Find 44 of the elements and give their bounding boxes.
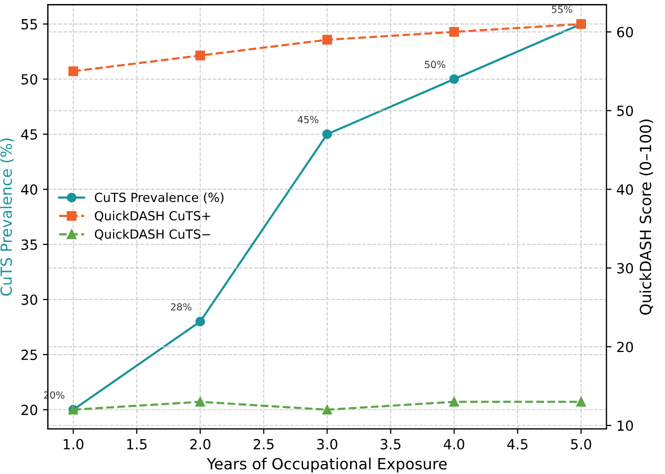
y2-tick-label: 10 [618,420,633,431]
y-tick-label: 50 [22,74,38,85]
legend-label: QuickDASH CuTS+ [94,210,210,222]
point [322,34,332,45]
x-tick-label: 4.5 [507,439,528,450]
y-tick-label: 30 [22,294,38,305]
data-label: 55% [552,6,572,14]
point [68,66,78,76]
y2-tick-label: 20 [617,342,633,352]
y-axis-title: CuTS Prevalence (%) [0,138,14,296]
point [449,74,459,84]
y-tick-label: 45 [21,129,37,140]
x-tick-label: 5.0 [571,438,592,450]
y-tick-label: 25 [22,350,37,360]
x-tick-label: 4.0 [444,438,464,450]
point [322,404,332,415]
x-axis-title: Years of Occupational Exposure [206,458,447,472]
y2-axis-title: QuickDASH Score (0–100) [639,120,654,315]
point [322,129,332,140]
y-tick-label: 40 [21,184,38,195]
data-label: 50% [424,60,446,68]
x-tick-label: 3.5 [380,438,400,450]
y2-tick-label: 60 [617,26,633,38]
point [195,316,206,326]
legend-label: QuickDASH CuTS− [94,229,210,240]
point [449,27,459,37]
y2-tick-label: 40 [616,184,633,195]
y-tick-label: 55 [22,19,37,30]
data-label: 28% [170,303,192,311]
point [195,396,206,407]
x-tick-label: 1.5 [127,439,147,450]
x-tick-label: 2.0 [190,438,210,450]
legend-label: CuTS Prevalence (%) [94,192,224,204]
point [449,396,459,407]
y-tick-label: 35 [22,239,37,250]
data-label: 45% [298,116,318,124]
y2-tick-label: 30 [617,262,633,274]
x-tick-label: 1.0 [64,438,84,450]
y-tick-label: 20 [22,404,38,416]
x-tick-label: 2.5 [254,438,274,450]
y2-tick-label: 50 [617,106,633,116]
point [576,396,586,407]
point [195,50,206,60]
x-tick-label: 3.0 [317,438,338,450]
